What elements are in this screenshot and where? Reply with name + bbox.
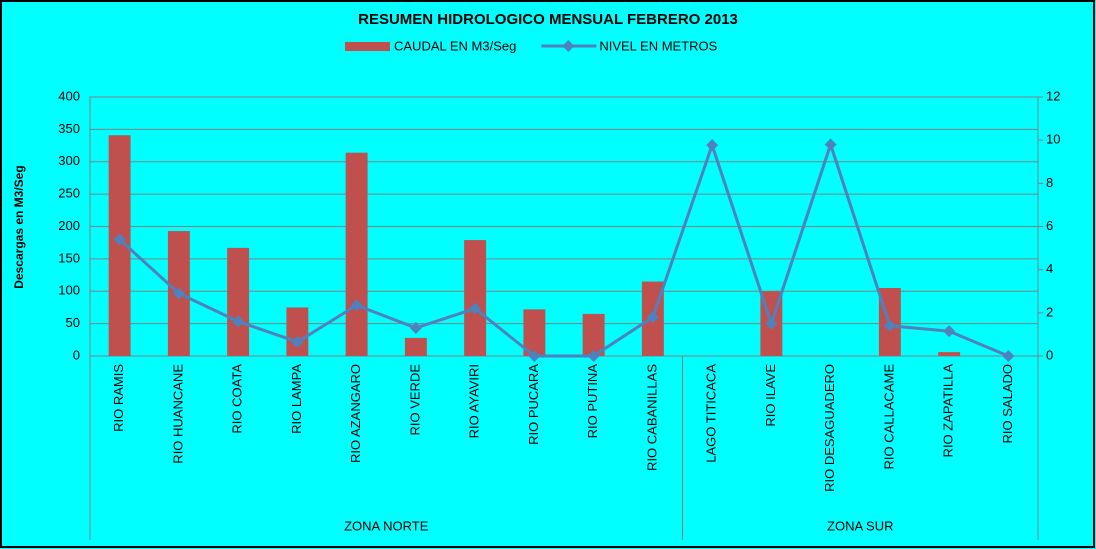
bar xyxy=(464,240,487,356)
line xyxy=(118,139,1009,358)
y2-tick-label: 8 xyxy=(1046,175,1053,190)
x-tick-label: RIO VERDE xyxy=(407,364,422,436)
y2-tick-label: 12 xyxy=(1046,88,1060,103)
legend-marker xyxy=(562,40,575,52)
x-tick-label: RIO PUTINA xyxy=(585,364,600,439)
x-tick-label: RIO ILAVE xyxy=(763,364,778,427)
line-marker xyxy=(646,311,659,324)
line-marker xyxy=(706,139,719,152)
y-tick-label: 50 xyxy=(66,315,80,330)
x-tick-label: LAGO TITICACA xyxy=(704,364,719,463)
bar xyxy=(582,313,605,356)
line-marker xyxy=(824,138,837,151)
y2-tick-label: 0 xyxy=(1046,347,1053,362)
bar xyxy=(227,247,250,356)
line-marker xyxy=(943,325,956,338)
y2-tick-label: 4 xyxy=(1046,261,1053,276)
y-tick-label: 200 xyxy=(58,218,80,233)
legend-label: CAUDAL EN M3/Seg xyxy=(394,38,516,53)
line-marker xyxy=(528,350,541,362)
line-marker xyxy=(883,319,896,332)
x-tick-label: RIO CALLACAME xyxy=(881,364,896,470)
line-marker xyxy=(113,233,126,246)
legend-label: NIVEL EN METROS xyxy=(599,38,717,53)
x-tick-label: RIO DESAGUADERO xyxy=(822,364,837,492)
y-tick-label: 400 xyxy=(58,88,80,103)
x-tick-label: RIO CABANILLAS xyxy=(644,364,659,471)
line-marker xyxy=(350,299,363,312)
group-label: ZONA NORTE xyxy=(344,518,429,533)
bar xyxy=(938,352,961,356)
line-marker xyxy=(1002,350,1015,362)
bar xyxy=(404,337,427,356)
x-tick-label: RIO AZANGARO xyxy=(348,364,363,463)
x-tick-label: RIO HUANCANE xyxy=(170,364,185,464)
chart-title: RESUMEN HIDROLOGICO MENSUAL FEBRERO 2013 xyxy=(358,11,738,28)
x-tick-label: RIO RAMIS xyxy=(111,364,126,432)
y-tick-label: 100 xyxy=(58,283,80,298)
y2-tick-label: 6 xyxy=(1046,218,1053,233)
line-marker xyxy=(409,321,422,334)
line-marker xyxy=(232,315,245,328)
y-tick-label: 150 xyxy=(58,250,80,265)
x-tick-label: RIO COATA xyxy=(230,364,245,434)
group-label: ZONA SUR xyxy=(827,518,893,533)
y-tick-label: 350 xyxy=(58,121,80,136)
x-tick-label: RIO AYAVIRI xyxy=(467,364,482,438)
line-marker xyxy=(765,317,778,330)
y-tick-label: 0 xyxy=(73,347,80,362)
legend-swatch xyxy=(345,42,390,51)
line-marker xyxy=(291,335,304,348)
y-tick-label: 250 xyxy=(58,186,80,201)
y-tick-label: 300 xyxy=(58,153,80,168)
y2-tick-label: 10 xyxy=(1046,132,1060,147)
y-axis-label: Descargas en M3/Seg xyxy=(12,165,26,288)
line-marker xyxy=(469,302,482,315)
x-tick-label: RIO LAMPA xyxy=(289,364,304,434)
bar xyxy=(286,307,309,356)
bar xyxy=(108,135,131,356)
bar xyxy=(523,309,546,356)
x-tick-label: RIO PUCARA xyxy=(526,364,541,445)
line-marker xyxy=(172,287,185,300)
y2-tick-label: 2 xyxy=(1046,304,1053,319)
x-tick-label: RIO ZAPATILLA xyxy=(941,364,956,458)
bar xyxy=(345,152,368,356)
x-tick-label: RIO SALADO xyxy=(1000,364,1015,443)
line-marker xyxy=(587,350,600,362)
